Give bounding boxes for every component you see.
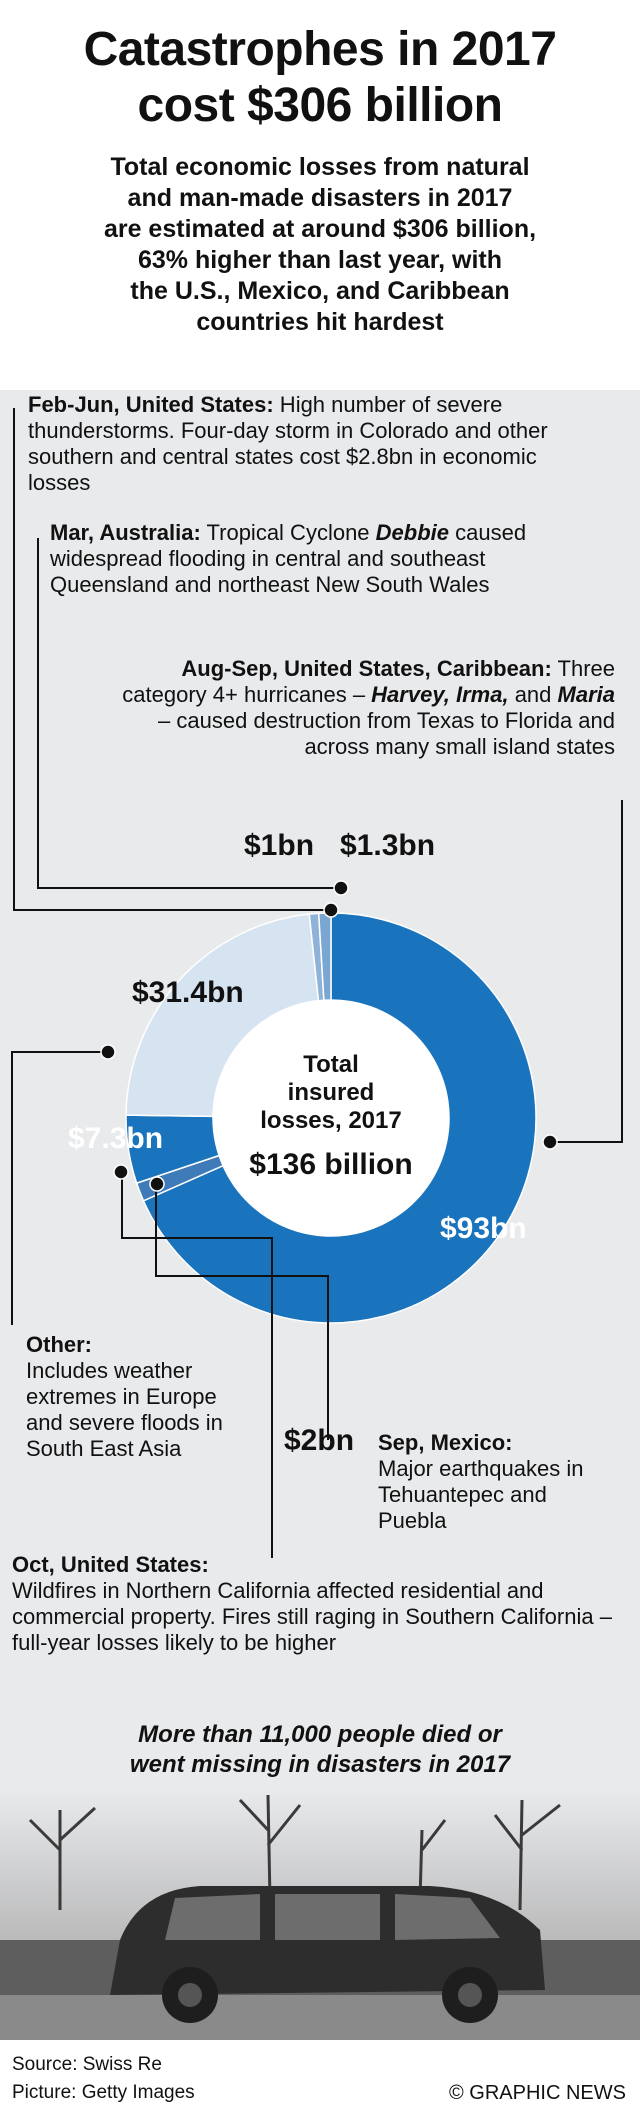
page-subtitle: Total economic losses from natural and m…	[103, 153, 537, 336]
source-credit: Source: Swiss Re	[12, 2054, 162, 2075]
bottom-note: More than 11,000 people died or went mis…	[129, 1721, 511, 1778]
annotation-aug-sep: Aug-Sep, United States, Caribbean: Three…	[122, 656, 615, 759]
picture-credit: Picture: Getty Images	[12, 2082, 195, 2103]
copyright: © GRAPHIC NEWS	[449, 2082, 626, 2104]
annotation-feb-jun: Feb-Jun, United States: High number of s…	[28, 392, 548, 495]
page-title: Catastrophes in 2017 cost $306 billion	[83, 23, 557, 132]
annotation-other: Other: Includes weather extremes in Europ…	[26, 1332, 223, 1461]
footer: Source: Swiss Re Picture: Getty Images ©…	[0, 2040, 640, 2126]
annotation-oct-us: Oct, United States: Wildfires in Northern…	[12, 1552, 612, 1655]
annotation-mar-australia: Mar, Australia: Tropical Cyclone Debbie …	[50, 520, 527, 597]
photo-burnt-car	[0, 1790, 640, 2040]
annotation-sep-mexico: Sep, Mexico: Major earthquakes in Tehuant…	[378, 1430, 584, 1533]
